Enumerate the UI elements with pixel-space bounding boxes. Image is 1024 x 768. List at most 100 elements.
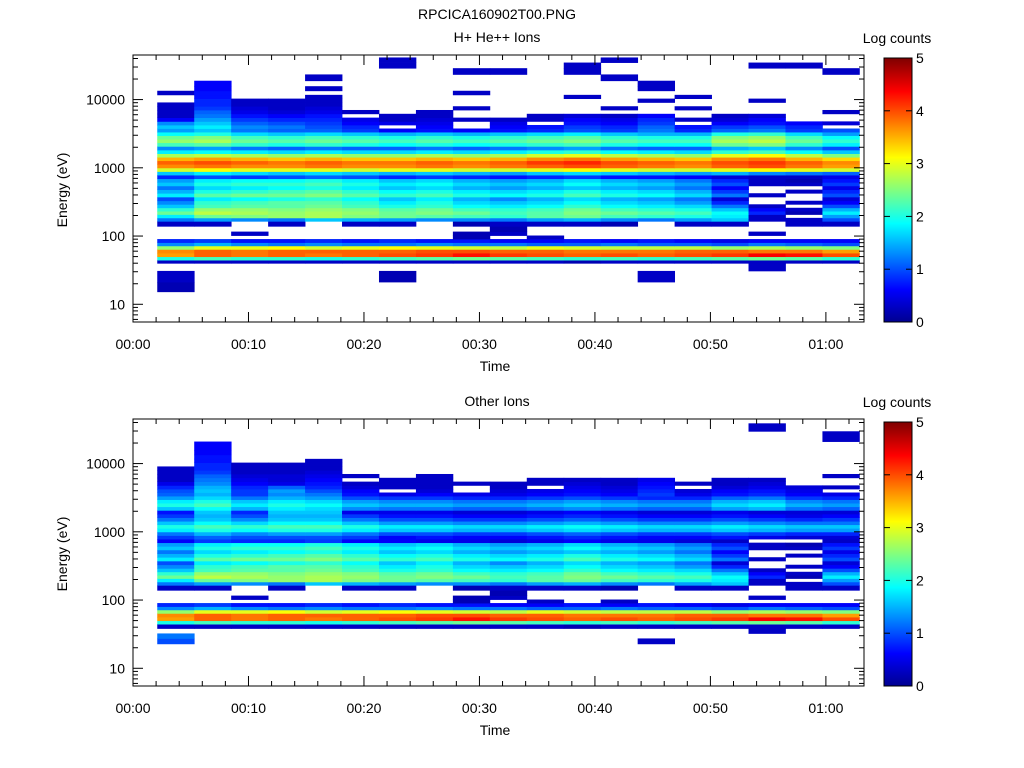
heatmap-cell [489,121,528,126]
heatmap-cell [711,531,749,536]
heatmap-cell [268,496,306,500]
heatmap-cell [563,606,602,611]
heatmap-cell [342,617,380,622]
heatmap-cell [748,542,786,547]
heatmap-cell [489,249,528,254]
heatmap-cell [526,182,565,187]
heatmap-cell [378,528,417,533]
heatmap-cell [637,171,676,176]
heatmap-cell [637,488,676,493]
heatmap-cell [194,481,232,486]
heatmap-cell [268,102,306,107]
colorbar-gradient-step [884,242,912,245]
colorbar-gradient-step [884,126,912,129]
heatmap-cell [305,157,343,162]
colorbar-tick-label: 2 [916,572,924,588]
heatmap-cell [378,221,417,227]
heatmap-cell [268,149,306,154]
colorbar-tick-label: 3 [916,520,924,536]
colorbar-gradient-step [884,146,912,149]
heatmap-cell [526,617,565,622]
heatmap-cell [600,513,639,518]
heatmap-cell [342,549,380,555]
colorbar-gradient-step [884,542,912,545]
heatmap-cell [342,571,380,576]
heatmap-cell [231,531,269,536]
heatmap-cell [489,167,528,172]
heatmap-cell [489,620,528,625]
heatmap-cell [822,581,860,586]
colorbar-label: Log counts [863,394,932,410]
heatmap-cell [305,492,343,497]
heatmap-cell [157,496,195,500]
heatmap-cell [305,542,343,547]
heatmap-cell [268,553,306,558]
heatmap-cell [378,581,417,586]
heatmap-cell [563,488,602,493]
heatmap-cell [415,146,454,151]
heatmap-cell [563,521,602,526]
heatmap-cell [342,531,380,536]
heatmap-cell [711,200,749,205]
heatmap-cell [674,603,712,607]
heatmap-cell [378,506,417,511]
heatmap-cell [711,260,749,264]
heatmap-cell [268,462,306,467]
heatmap-cell [785,178,823,183]
heatmap-cell [600,578,639,583]
colorbar-gradient-step [884,588,912,591]
colorbar-gradient-step [884,454,912,457]
heatmap-cell [452,245,491,250]
heatmap-cell [711,249,749,254]
heatmap-cell [194,260,232,264]
x-tick-label: 00:20 [346,336,381,352]
colorbar-gradient-step [884,606,912,609]
heatmap-cell [600,167,639,172]
heatmap-cell [268,560,306,566]
heatmap-cell [415,506,454,511]
heatmap-cell [268,499,306,504]
heatmap-cell [231,211,269,215]
heatmap-cell [711,564,749,569]
heatmap-cell [600,157,639,162]
heatmap-cell [415,617,454,622]
heatmap-cell [305,624,343,629]
heatmap-cell [563,182,602,187]
heatmap-cell [637,253,676,258]
colorbar-gradient-step [884,578,912,581]
heatmap-cell [711,481,749,486]
heatmap-cell [489,153,528,158]
heatmap-cell [748,171,786,176]
heatmap-cell [637,242,676,247]
heatmap-cell [489,571,528,576]
heatmap-cell [600,606,639,611]
heatmap-cell [305,109,343,115]
heatmap-cell [489,231,528,236]
heatmap-cell [231,481,269,486]
heatmap-cell [268,146,306,151]
heatmap-cell [822,549,860,555]
y-tick-label: 100 [102,228,126,244]
colorbar-gradient-step [884,426,912,429]
heatmap-cell [268,575,306,579]
heatmap-cell [342,193,380,198]
heatmap-cell [674,211,712,215]
heatmap-cell [452,510,491,515]
heatmap-cell [231,128,269,133]
heatmap-cell [526,178,565,183]
heatmap-cell [785,542,823,547]
heatmap-cell [637,624,676,629]
heatmap-cell [194,239,232,243]
heatmap-cell [415,175,454,180]
heatmap-cell [637,513,676,518]
heatmap-cell [378,617,417,622]
heatmap-cell [822,578,860,583]
colorbar-gradient-step [884,486,912,489]
colorbar-gradient-step [884,572,912,575]
heatmap-cell [452,68,491,75]
heatmap-cell [637,217,676,222]
heatmap-cell [194,221,232,227]
heatmap-cell [378,204,417,209]
heatmap-cell [637,560,676,566]
heatmap-cell [637,524,676,529]
